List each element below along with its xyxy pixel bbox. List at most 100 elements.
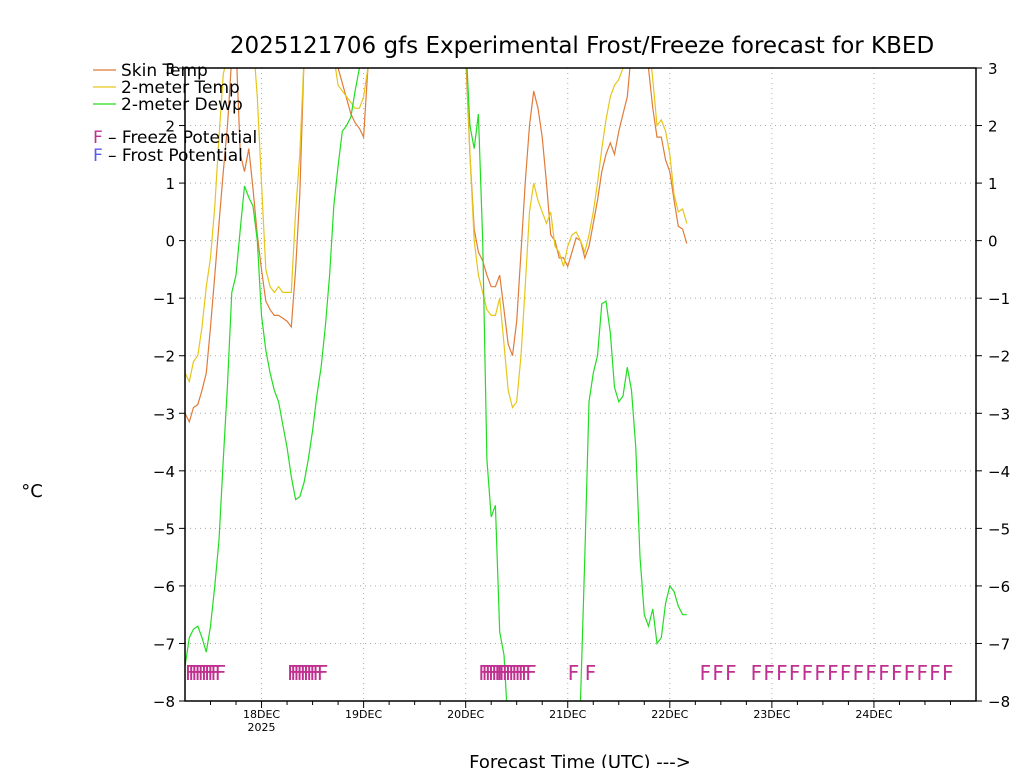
freeze-potential-marker: F [763,661,775,685]
chart-title: 2025121706 gfs Experimental Frost/Freeze… [230,33,934,59]
y-tick-label-left: −8 [153,693,175,711]
freeze-potential-marker: F [878,661,890,685]
y-tick-label-right: −1 [988,290,1010,308]
freeze-potential-marker: F [525,661,537,685]
freeze-potential-marker: F [497,661,509,685]
x-tick-label: 24DEC [855,708,892,721]
y-tick-label-left: 1 [165,175,175,193]
freeze-potential-marker: F [185,661,197,685]
y-tick-label-right: −7 [988,635,1010,653]
series-lines [185,68,688,701]
y-tick-label-left: −2 [153,348,175,366]
legend-label: Skin Temp [121,61,208,81]
freeze-potential-marker: F [478,661,490,685]
freeze-potential-marker: F [840,661,852,685]
grid-lines [185,68,976,701]
freeze-potential-marker: F [511,661,523,685]
x-tick-label: 20DEC [447,708,484,721]
freeze-potential-marker: F [515,661,527,685]
y-tick-label-left: 3 [165,60,175,78]
y-tick-label-left: 0 [165,233,175,251]
legend-label: 2-meter Temp [121,78,240,98]
y-tick-label-right: −5 [988,520,1010,538]
freeze-potential-marker: F [916,661,928,685]
freeze-potential-marker: F [568,661,580,685]
freeze-potential-marker: F [508,661,520,685]
y-axis-label: °C [21,481,43,502]
freeze-potential-marker: F [712,661,724,685]
freeze-potential-marker: F [198,661,210,685]
series-line-skin-temp [185,68,688,424]
freeze-potential-marker: F [306,661,318,685]
freeze-potential-marker: F [891,661,903,685]
freeze-potential-marker: F [700,661,712,685]
freeze-potential-marker: F [309,661,321,685]
y-tick-label-left: −5 [153,520,175,538]
legend-label: – Freeze Potential [108,128,257,148]
y-tick-label-right: 3 [988,60,998,78]
freeze-potential-marker: F [191,661,203,685]
freeze-potential-marker: F [585,661,597,685]
freeze-potential-marker: F [827,661,839,685]
freeze-potential-marker: F [789,661,801,685]
freeze-potential-marker: F [201,661,213,685]
freeze-potential-marker: F [195,661,207,685]
freeze-potential-marker: F [482,661,494,685]
freeze-potential-marker: F [518,661,530,685]
y-tick-label-right: −3 [988,405,1010,423]
y-tick-label-right: −8 [988,693,1010,711]
y-tick-label-left: −1 [153,290,175,308]
freeze-potential-marker: F [303,661,315,685]
freeze-potential-marker: F [207,661,219,685]
freeze-potential-marker: F [488,661,500,685]
freeze-potential-marker: F [313,661,325,685]
freeze-potential-marker: F [499,661,511,685]
legend-label: – Frost Potential [108,146,243,166]
freeze-potential-marker: F [297,661,309,685]
legend-symbol: F [93,128,103,148]
freeze-potential-marker: F [211,661,223,685]
freeze-potential-marker: F [204,661,216,685]
freeze-potential-marker: F [853,661,865,685]
y-axis-ticks: −8 −8 −7 −7 −6 −6 −5 −5 −4 −4 −3 −3 −2 −2 −1 −1 0 0 1 1 2 2 3 3 [153,60,1010,711]
freeze-potential-marker: F [502,661,514,685]
y-tick-label-left: −7 [153,635,175,653]
freeze-potential-marker: F [505,661,517,685]
freeze-potential-marker: F [290,661,302,685]
freeze-potential-marker: F [929,661,941,685]
freeze-potential-marker: F [865,661,877,685]
y-tick-label-right: −2 [988,348,1010,366]
freeze-potential-marker: F [814,661,826,685]
freeze-potential-marker: F [215,661,227,685]
y-tick-label-left: −4 [153,463,175,481]
freeze-potential-marker: F [521,661,533,685]
x-tick-label: 23DEC [753,708,790,721]
series-line-2-meter-dewp [185,68,687,701]
freeze-potential-marker: F [751,661,763,685]
y-tick-label-left: −3 [153,405,175,423]
x-tick-label: 22DEC [651,708,688,721]
freeze-potential-marker: F [904,661,916,685]
freeze-potential-marker: F [188,661,200,685]
freeze-potential-marker: F [725,661,737,685]
x-axis-label: Forecast Time (UTC) ---> [469,752,691,768]
freeze-potential-marker: F [494,661,506,685]
freeze-potential-marker: F [317,661,329,685]
legend-symbol: F [93,146,103,166]
plot-frame [184,67,977,702]
x-tick-label: 19DEC [345,708,382,721]
y-tick-label-right: 0 [988,233,998,251]
y-tick-label-left: 2 [165,118,175,136]
freeze-potential-marker: F [287,661,299,685]
series-line-2-meter-temp [185,68,688,409]
freeze-potential-marker: F [802,661,814,685]
y-tick-label-right: 1 [988,175,998,193]
y-tick-label-right: −6 [988,578,1010,596]
y-tick-label-right: −4 [988,463,1010,481]
x-tick-sublabel: 2025 [248,721,276,734]
freeze-potential-marker: F [300,661,312,685]
freeze-potential-marker: F [776,661,788,685]
